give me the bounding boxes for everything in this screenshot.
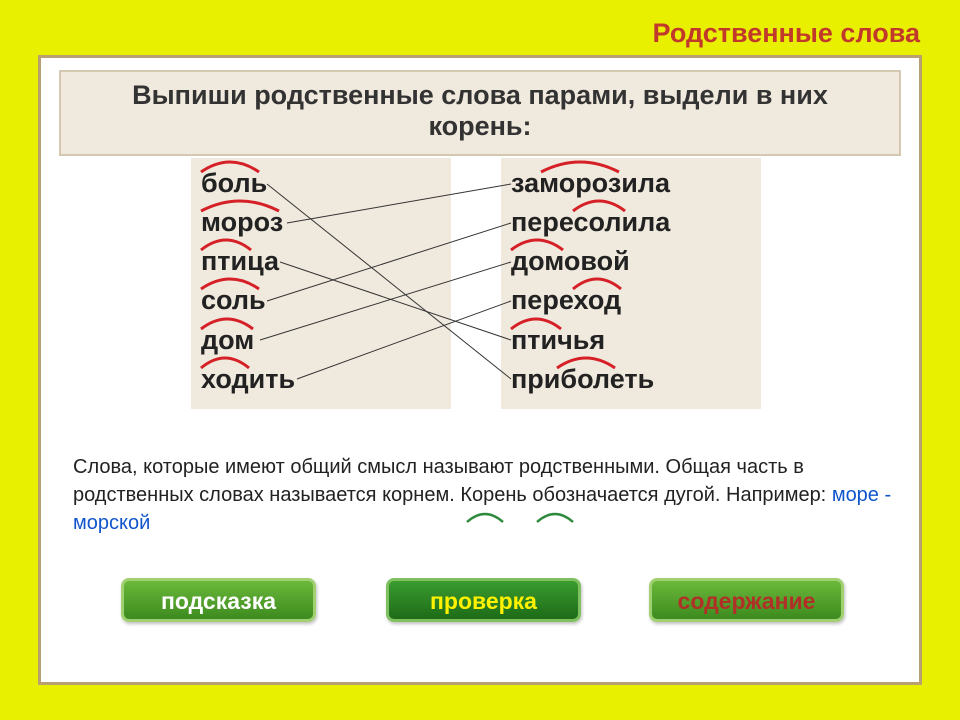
contents-button[interactable]: содержание bbox=[649, 578, 844, 622]
hint-button[interactable]: подсказка bbox=[121, 578, 316, 622]
word-item: мороз bbox=[201, 203, 441, 242]
word-item: птица bbox=[201, 242, 441, 281]
word-item: приболеть bbox=[511, 360, 751, 399]
root-arc bbox=[199, 156, 261, 176]
hint-text: Слова, которые имеют общий смысл называю… bbox=[73, 453, 893, 537]
instruction-box: Выпиши родственные слова парами, выдели … bbox=[59, 70, 901, 156]
right-column: заморозилапересолиладомовойпереходптичья… bbox=[501, 158, 761, 409]
word-matching-area: больморозптицасольдомходить заморозилапе… bbox=[191, 158, 761, 418]
word-item: дом bbox=[201, 321, 441, 360]
word-item: ходить bbox=[201, 360, 441, 399]
word-item: боль bbox=[201, 164, 441, 203]
word-item: пересолила bbox=[511, 203, 751, 242]
word-item: домовой bbox=[511, 242, 751, 281]
word-item: заморозила bbox=[511, 164, 751, 203]
root-arc bbox=[539, 156, 621, 176]
check-button[interactable]: проверка bbox=[386, 578, 581, 622]
word-item: птичья bbox=[511, 321, 751, 360]
word-item: соль bbox=[201, 281, 441, 320]
content-frame: Выпиши родственные слова парами, выдели … bbox=[38, 55, 922, 685]
left-column: больморозптицасольдомходить bbox=[191, 158, 451, 409]
hint-example-arcs bbox=[465, 508, 665, 528]
hint-body: Слова, которые имеют общий смысл называю… bbox=[73, 456, 832, 506]
page-title: Родственные слова bbox=[652, 18, 920, 49]
word-item: переход bbox=[511, 281, 751, 320]
